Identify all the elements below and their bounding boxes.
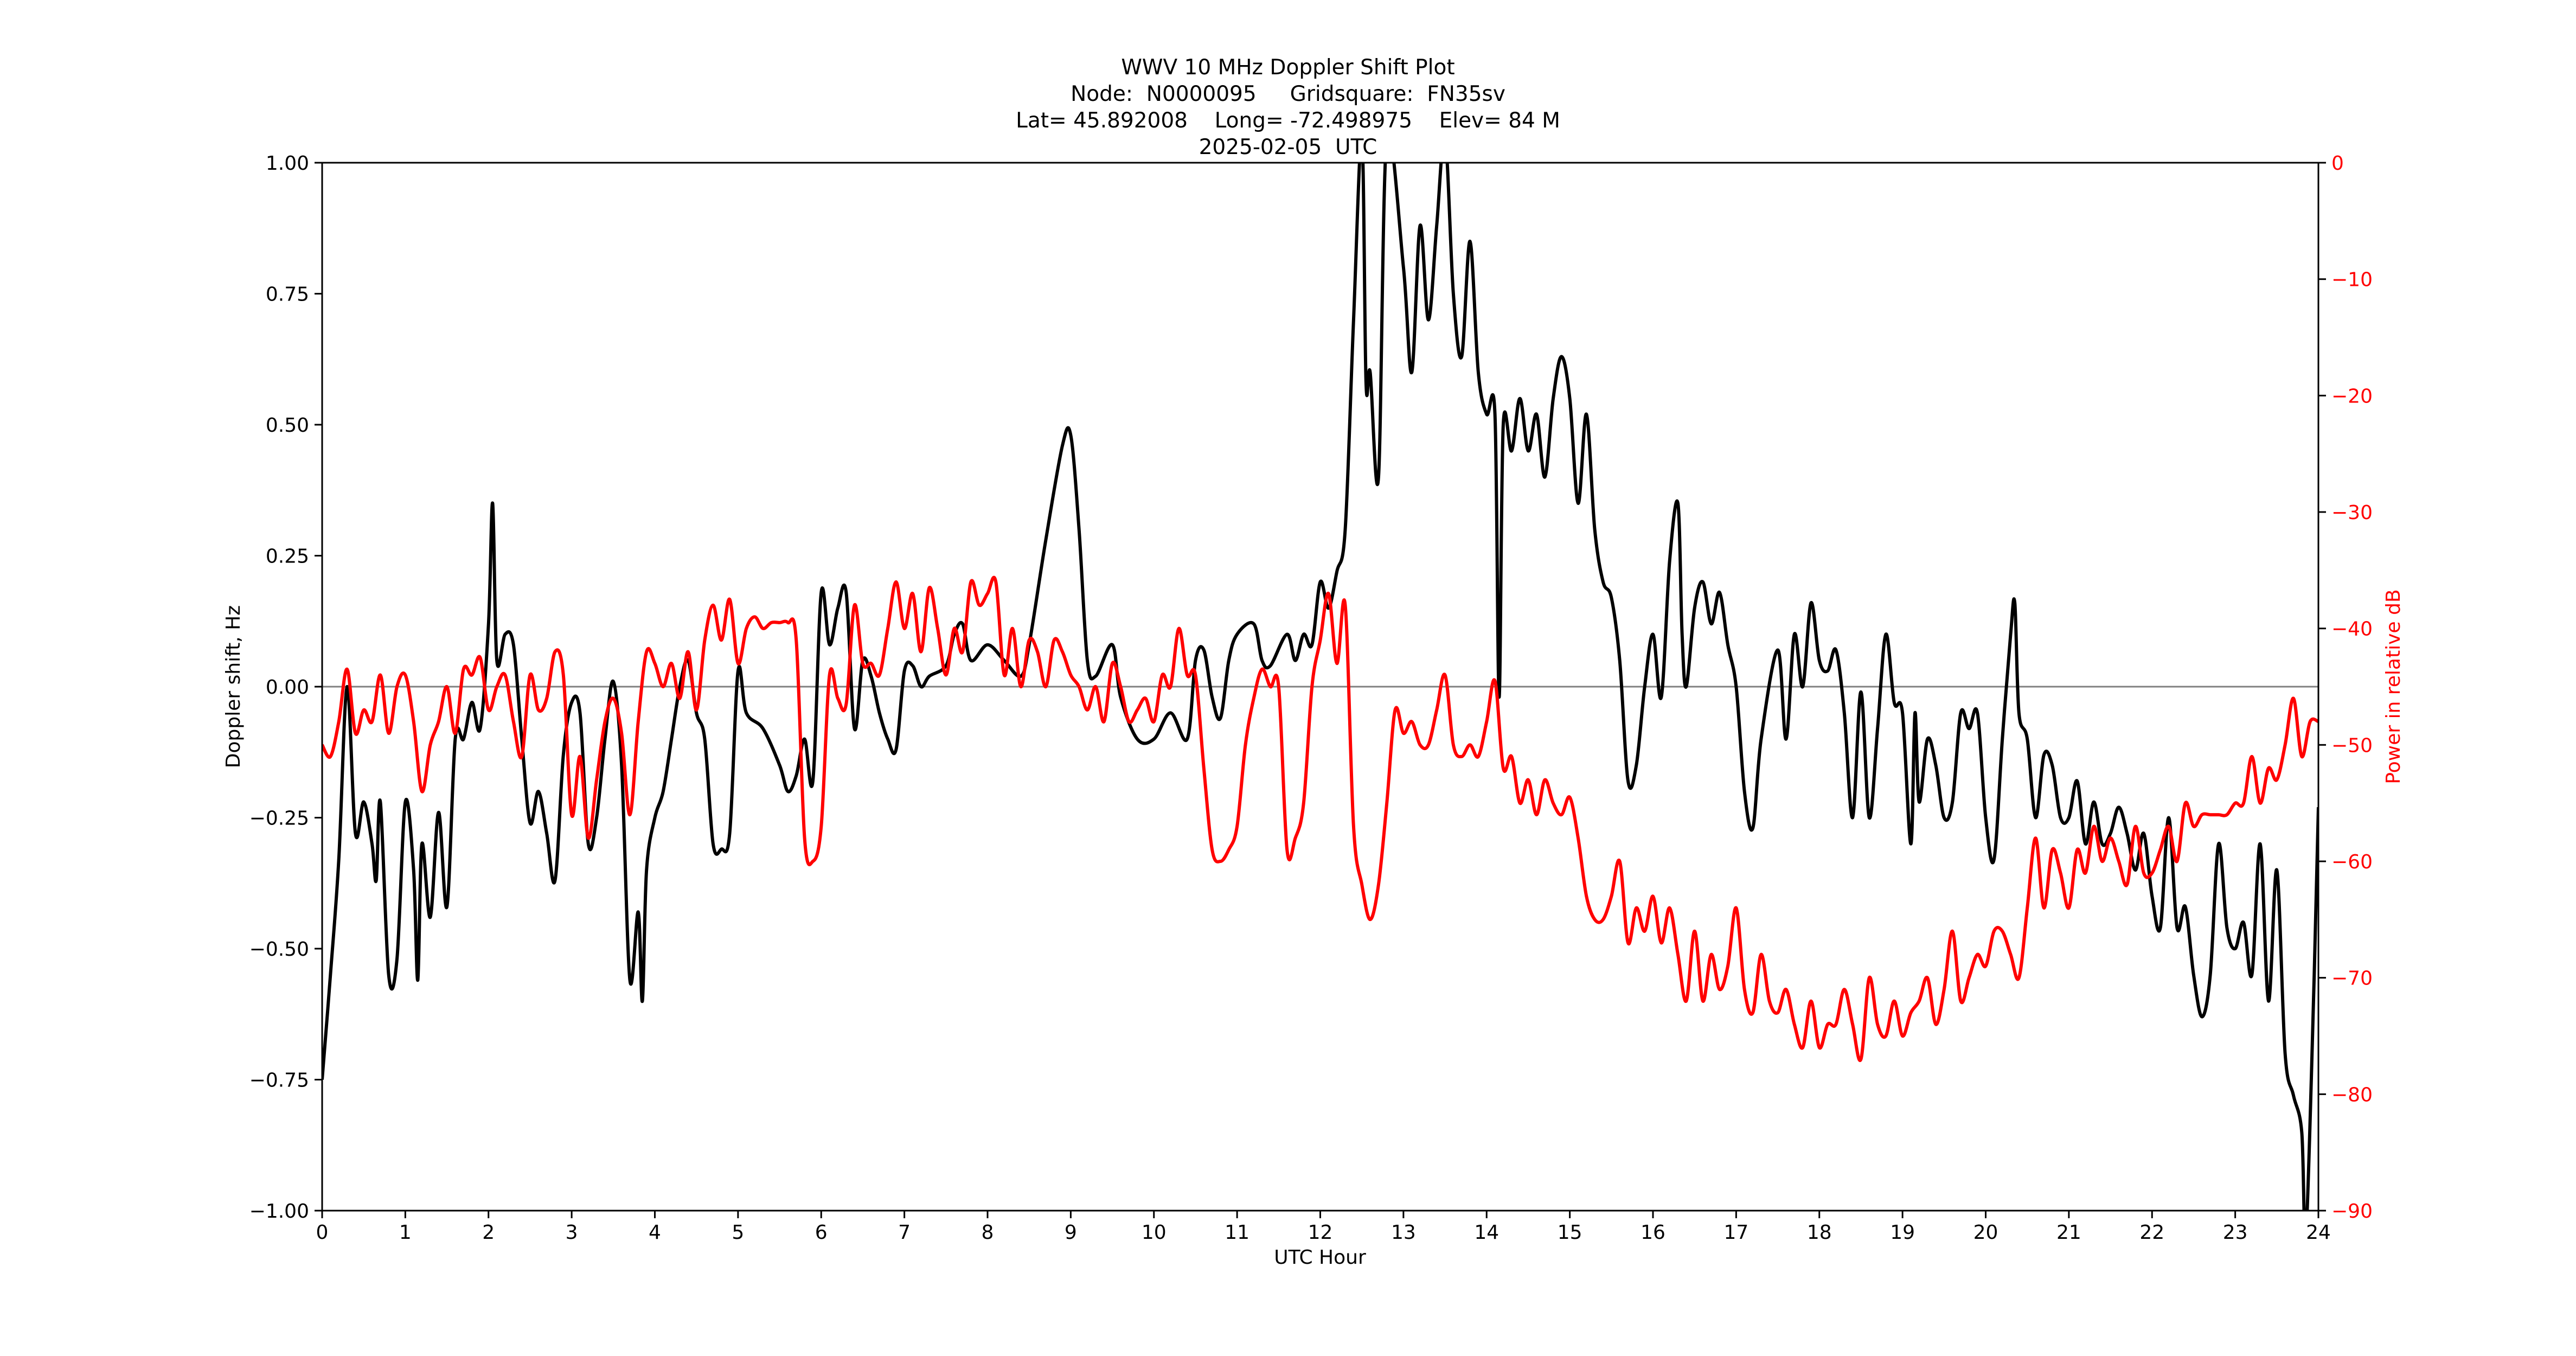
y2-tick-label: −90 [2331, 1200, 2373, 1223]
y2-tick-label: −70 [2331, 968, 2373, 990]
power-db-line [322, 575, 2318, 1063]
x-tick-label: 12 [1308, 1221, 1333, 1244]
data-series [322, 163, 2318, 1211]
y2-tick-label: −20 [2331, 385, 2373, 407]
x-tick-label: 7 [898, 1221, 911, 1244]
x-axis-ticks: 0 1 2 3 4 5 6 7 8 9 10 11 12 13 14 15 16 17 18 19 20 21 22 23 24 [316, 1211, 2331, 1244]
y-tick-label: −0.75 [249, 1070, 309, 1092]
left-y-axis-ticks: 1.00 0.75 0.50 0.25 0.00 −0.25 −0.50 −0.75 −1.00 [249, 152, 322, 1223]
title-line-date: 2025-02-05 UTC [1199, 135, 1377, 159]
title-line-location: Lat= 45.892008 Long= -72.498975 Elev= 84… [1016, 108, 1560, 133]
x-tick-label: 21 [2056, 1221, 2081, 1244]
y2-tick-label: −80 [2331, 1084, 2373, 1106]
x-axis-label: UTC Hour [1274, 1246, 1366, 1269]
x-tick-label: 0 [316, 1221, 329, 1244]
y-tick-label: −0.50 [249, 938, 309, 961]
x-tick-label: 9 [1065, 1221, 1077, 1244]
y-tick-label: 0.75 [266, 284, 309, 306]
y-tick-label: 0.50 [266, 414, 309, 437]
x-tick-label: 23 [2223, 1221, 2248, 1244]
x-tick-label: 4 [649, 1221, 661, 1244]
y2-tick-label: −60 [2331, 851, 2373, 873]
x-tick-label: 20 [1973, 1221, 1998, 1244]
x-tick-label: 17 [1723, 1221, 1748, 1244]
x-tick-label: 5 [732, 1221, 744, 1244]
y-tick-label: 0.00 [266, 676, 309, 699]
x-tick-label: 18 [1807, 1221, 1832, 1244]
x-tick-label: 22 [2139, 1221, 2164, 1244]
title-line-node: Node: N0000095 Gridsquare: FN35sv [1071, 82, 1505, 106]
x-tick-label: 10 [1142, 1221, 1167, 1244]
x-tick-label: 6 [815, 1221, 828, 1244]
y2-tick-label: −10 [2331, 269, 2373, 291]
x-tick-label: 3 [566, 1221, 578, 1244]
doppler-shift-line [322, 163, 2318, 1211]
chart-title: WWV 10 MHz Doppler Shift Plot Node: N000… [0, 54, 2576, 161]
x-tick-label: 15 [1558, 1221, 1582, 1244]
y2-tick-label: −40 [2331, 618, 2373, 641]
right-y-axis-label: Power in relative dB [2382, 589, 2405, 784]
x-tick-label: 2 [482, 1221, 495, 1244]
x-tick-label: 16 [1641, 1221, 1665, 1244]
x-tick-label: 8 [982, 1221, 994, 1244]
y2-tick-label: −30 [2331, 502, 2373, 524]
x-tick-label: 19 [1890, 1221, 1915, 1244]
title-line-main: WWV 10 MHz Doppler Shift Plot [1121, 55, 1455, 80]
left-y-axis-label: Doppler shift, Hz [222, 605, 245, 768]
y2-tick-label: 0 [2331, 152, 2344, 175]
y2-tick-label: −50 [2331, 734, 2373, 757]
x-tick-label: 1 [399, 1221, 412, 1244]
x-tick-label: 11 [1225, 1221, 1249, 1244]
y-tick-label: 1.00 [266, 152, 309, 175]
x-tick-label: 24 [2306, 1221, 2331, 1244]
y-tick-label: −1.00 [249, 1200, 309, 1223]
x-tick-label: 13 [1391, 1221, 1416, 1244]
y-tick-label: 0.25 [266, 546, 309, 568]
right-y-axis-ticks: 0 −10 −20 −30 −40 −50 −60 −70 −80 −90 [2318, 152, 2373, 1223]
y-tick-label: −0.25 [249, 808, 309, 830]
x-tick-label: 14 [1474, 1221, 1499, 1244]
